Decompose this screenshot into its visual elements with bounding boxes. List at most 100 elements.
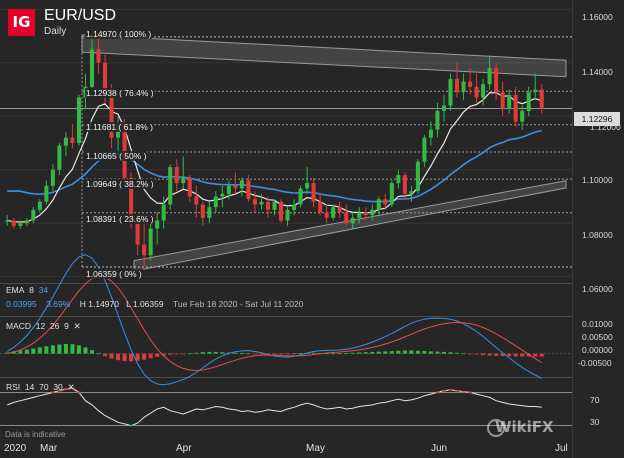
candle-body xyxy=(513,94,518,122)
candle-body xyxy=(89,49,95,87)
macd-histogram-bar xyxy=(187,353,192,355)
panel-separator xyxy=(0,283,572,284)
macd-histogram-bar xyxy=(142,353,147,360)
close-icon[interactable]: ✕ xyxy=(73,321,81,331)
fib-label-50: 1.10665 ( 50% ) xyxy=(85,151,148,161)
macd-histogram-bar xyxy=(148,353,153,359)
candle-body xyxy=(468,81,473,87)
candle-body xyxy=(220,193,225,197)
macd-histogram-bar xyxy=(507,353,512,357)
candle-body xyxy=(239,180,244,189)
candle-body xyxy=(181,177,186,184)
macd-histogram-bar xyxy=(161,353,166,356)
candle-body xyxy=(474,86,479,98)
macd-histogram-bar xyxy=(31,348,36,354)
macd-histogram-bar xyxy=(428,351,433,354)
x-tick: Jul xyxy=(555,443,568,454)
macd-histogram-bar xyxy=(63,343,68,354)
fib-label-23: 1.08391 ( 23.6% ) xyxy=(85,214,155,224)
candle-body xyxy=(246,180,251,200)
macd-histogram-bar xyxy=(220,352,225,354)
candle-body xyxy=(187,177,192,197)
candle-body xyxy=(357,212,362,218)
candle-body xyxy=(142,244,147,256)
disclaimer-text: Data is indicative xyxy=(5,430,66,439)
macd-histogram-bar xyxy=(389,351,394,354)
candle-body xyxy=(337,207,342,213)
y-tick: 0.00500 xyxy=(582,332,613,342)
ig-logo: IG xyxy=(8,9,35,36)
candle-body xyxy=(454,78,460,93)
macd-histogram-bar xyxy=(70,344,75,354)
wikifx-logo-icon xyxy=(487,419,505,437)
price-axis xyxy=(572,0,624,458)
macd-histogram-bar xyxy=(239,353,244,354)
macd-histogram-bar xyxy=(44,346,49,354)
y-tick: 1.08000 xyxy=(582,230,613,240)
candle-body xyxy=(409,191,414,194)
candle-body xyxy=(103,62,108,95)
candle-body xyxy=(278,201,284,221)
macd-histogram-bar xyxy=(24,349,29,354)
watermark-text: WikiFX xyxy=(495,418,554,436)
panel-separator xyxy=(0,316,572,317)
macd-histogram-bar xyxy=(539,353,544,357)
candle-body xyxy=(422,137,427,162)
close-icon[interactable]: ✕ xyxy=(67,382,75,392)
candle-body xyxy=(57,145,62,170)
candle-body xyxy=(311,183,316,202)
last-price-tag: 1.12296 xyxy=(574,112,620,126)
fib-label-61: 1.11681 ( 61.8% ) xyxy=(85,122,154,132)
candle-body xyxy=(500,92,505,109)
candle-body xyxy=(44,185,49,202)
macd-histogram-bar xyxy=(461,353,466,355)
macd-histogram-bar xyxy=(448,352,453,354)
macd-histogram-bar xyxy=(129,353,134,362)
macd-histogram-bar xyxy=(122,353,127,362)
candle-body xyxy=(148,228,153,256)
x-tick: Jun xyxy=(431,443,448,454)
candle-body xyxy=(461,81,466,93)
support-band xyxy=(133,180,567,272)
candle-body xyxy=(402,175,407,194)
fib-label-0: 1.06359 ( 0% ) xyxy=(85,269,143,279)
rsi-legend: RSI 14 70 30 ✕ xyxy=(6,382,75,392)
macd-histogram-bar xyxy=(454,352,460,354)
y-tick: 1.06000 xyxy=(582,284,613,294)
macd-histogram-bar xyxy=(109,353,114,359)
candle-body xyxy=(63,137,68,146)
macd-histogram-bar xyxy=(520,353,525,357)
candle-body xyxy=(259,201,264,205)
candle-body xyxy=(168,167,173,205)
macd-histogram-bar xyxy=(487,353,492,356)
macd-histogram-bar xyxy=(513,353,518,357)
macd-histogram-bar xyxy=(324,353,329,355)
macd-histogram-bar xyxy=(200,352,205,354)
macd-histogram-bar xyxy=(135,353,140,361)
macd-histogram-bar xyxy=(331,353,336,355)
candle-body xyxy=(252,199,257,205)
candle-body xyxy=(18,223,23,226)
x-tick: May xyxy=(306,443,325,454)
candle-body xyxy=(539,89,544,109)
candle-body xyxy=(415,161,420,192)
y-tick: 1.16000 xyxy=(582,12,613,22)
macd-histogram-bar xyxy=(292,353,297,355)
macd-histogram-bar xyxy=(435,351,440,354)
y-tick: 0.00000 xyxy=(582,345,613,355)
price-panel xyxy=(0,0,572,283)
candle-body xyxy=(174,167,179,184)
x-tick: Apr xyxy=(176,443,192,454)
macd-histogram-bar xyxy=(155,353,160,357)
macd-histogram-bar xyxy=(213,351,218,354)
y-tick: 1.10000 xyxy=(582,175,613,185)
fib-label-76: 1.12938 ( 76.4% ) xyxy=(85,88,155,98)
macd-histogram-bar xyxy=(370,351,375,354)
macd-histogram-bar xyxy=(402,350,407,354)
rsi-line xyxy=(7,387,542,427)
macd-histogram-bar xyxy=(259,353,264,355)
macd-histogram-bar xyxy=(50,345,55,354)
candle-body xyxy=(285,209,290,221)
macd-histogram-bar xyxy=(103,353,108,357)
